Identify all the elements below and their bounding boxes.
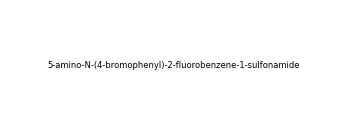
Text: 5-amino-N-(4-bromophenyl)-2-fluorobenzene-1-sulfonamide: 5-amino-N-(4-bromophenyl)-2-fluorobenzen… [47,62,300,70]
